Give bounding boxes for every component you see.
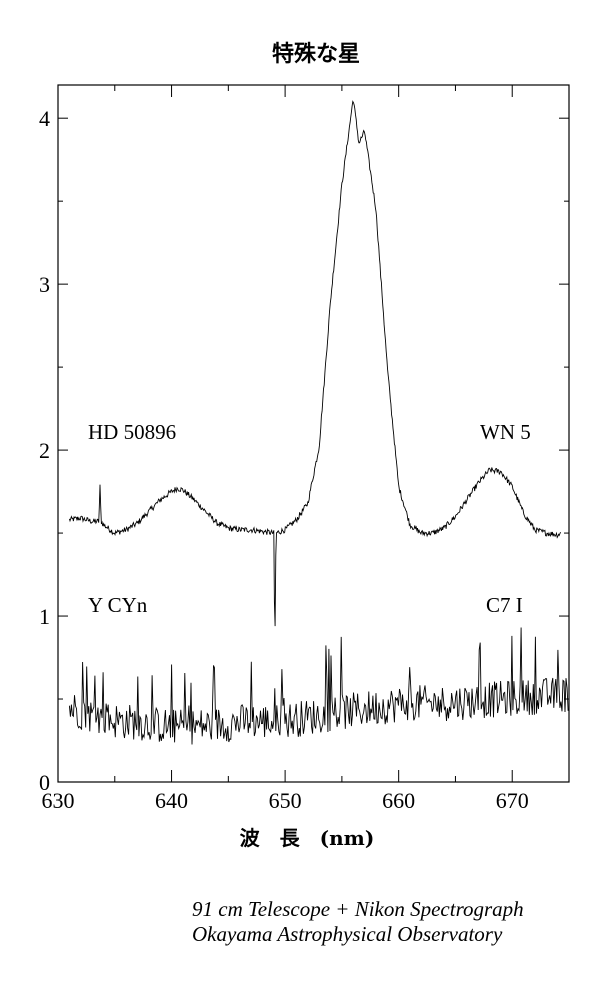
y-tick-label: 0 <box>39 770 50 795</box>
credit-line-1: 91 cm Telescope + Nikon Spectrograph <box>192 897 524 921</box>
annotation-ycyn: Y CYn <box>88 593 148 617</box>
y-tick-label: 3 <box>39 272 50 297</box>
y-tick-label: 4 <box>39 106 50 131</box>
annotation-c7i: C7 I <box>486 593 523 617</box>
plot-frame <box>57 84 570 783</box>
x-tick-label: 670 <box>496 788 529 813</box>
x-tick-label: 630 <box>42 788 75 813</box>
annotation-hd50896: HD 50896 <box>88 420 176 444</box>
credit-line-2: Okayama Astrophysical Observatory <box>192 922 503 946</box>
series-line-hd50896 <box>68 100 562 627</box>
axis-ticks: 630 640 650 660 670 0 1 2 3 4 <box>39 85 569 813</box>
y-tick-label: 2 <box>39 438 50 463</box>
x-tick-label: 640 <box>155 788 188 813</box>
y-tick-label: 1 <box>39 604 50 629</box>
series-layer <box>68 100 569 745</box>
chart-title: 特殊な星 <box>272 41 360 67</box>
annotation-wn5: WN 5 <box>480 420 531 444</box>
x-tick-label: 650 <box>269 788 302 813</box>
x-axis-label: 波 長 (nm) <box>240 826 375 850</box>
x-tick-label: 660 <box>382 788 415 813</box>
series-line-ycyn <box>68 627 569 745</box>
